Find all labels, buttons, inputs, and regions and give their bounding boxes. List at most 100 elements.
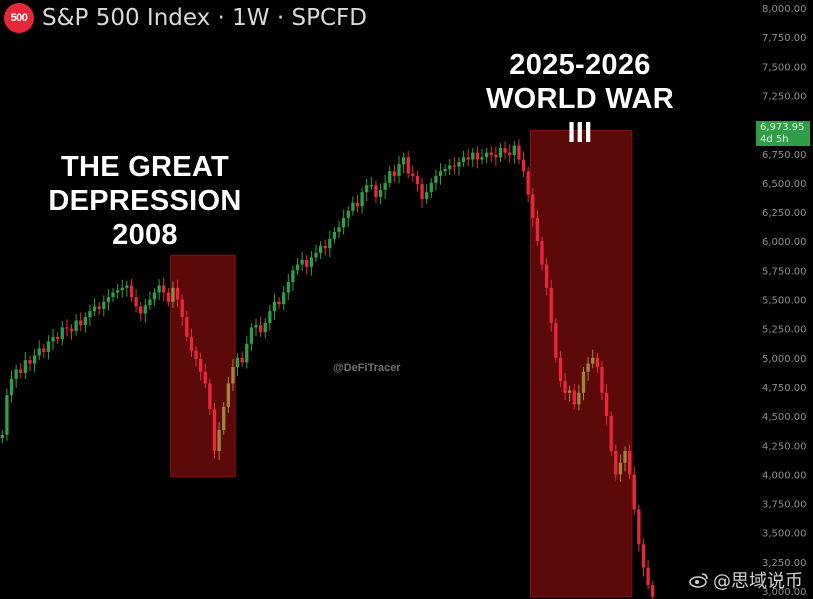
candle <box>351 196 355 216</box>
candle <box>415 171 420 192</box>
candle-body <box>328 238 332 249</box>
candle-body <box>102 301 106 309</box>
candle <box>563 372 567 401</box>
candle <box>148 291 152 310</box>
candle-body <box>323 245 327 249</box>
candle <box>51 328 55 351</box>
candle-body <box>60 327 64 340</box>
candle-body <box>521 159 526 172</box>
y-tick-label: 6,500.00 <box>762 179 807 190</box>
candle <box>494 146 498 167</box>
candle-body <box>231 367 235 384</box>
y-tick-label: 5,000.00 <box>762 354 807 365</box>
y-tick-label: 7,750.00 <box>762 33 807 44</box>
candle <box>203 363 207 389</box>
y-tick-label: 7,500.00 <box>762 62 807 73</box>
candle-body <box>480 157 484 160</box>
candle-body <box>581 371 586 393</box>
candles <box>0 139 655 599</box>
candle <box>489 146 493 163</box>
candle-body <box>388 171 392 183</box>
candle-body <box>92 306 97 312</box>
candle <box>240 351 244 368</box>
watermark: @DeFiTracer <box>333 362 401 374</box>
candle <box>55 332 60 344</box>
candle-body <box>111 292 115 298</box>
highlight-zones <box>170 129 633 598</box>
candle-body <box>185 316 189 337</box>
candle-body <box>429 182 433 193</box>
last-price-value: 6,973.95 <box>760 122 805 133</box>
candle-body <box>9 378 14 396</box>
y-tick-label: 7,250.00 <box>762 91 807 102</box>
candle <box>291 265 295 291</box>
candle <box>438 163 443 185</box>
candle <box>646 559 650 590</box>
candle <box>604 384 609 425</box>
candle <box>618 454 623 482</box>
candle-body <box>0 434 4 439</box>
candle-body <box>489 152 493 155</box>
candle-body <box>152 292 157 300</box>
candle-body <box>166 292 171 302</box>
candle-body <box>535 217 540 242</box>
candle-body <box>69 328 74 331</box>
candle <box>425 184 429 204</box>
y-axis: 3,000.00 3,250.00 3,500.00 3,750.00 4,000.00… <box>762 4 807 598</box>
candle-body <box>475 152 480 160</box>
candle-body <box>369 185 373 187</box>
candle-body <box>627 451 632 475</box>
candle-body <box>88 311 92 317</box>
candle-body <box>448 165 452 169</box>
candle <box>9 370 14 403</box>
candle-body <box>392 171 397 176</box>
candle-body <box>198 358 203 372</box>
candle <box>392 164 397 182</box>
candle <box>591 349 595 369</box>
candle-body <box>194 350 198 359</box>
candle <box>42 343 46 359</box>
candle-body <box>171 287 175 302</box>
candle <box>420 177 424 209</box>
candle-body <box>600 367 604 393</box>
candle <box>314 244 318 263</box>
candle <box>475 146 480 169</box>
candle <box>577 384 581 411</box>
candle <box>212 402 217 459</box>
candle-body <box>120 287 124 291</box>
candle <box>97 301 101 315</box>
candle-body <box>471 152 475 160</box>
candle <box>323 239 327 256</box>
annotation-depression-line3: 2008 <box>112 219 178 251</box>
candle-body <box>595 357 600 368</box>
candle-body <box>604 392 609 417</box>
candle-body <box>83 316 87 326</box>
chart-header: 500 S&P 500 Index · 1W · SPCFD <box>4 3 367 33</box>
candle-body <box>646 567 650 586</box>
candle <box>512 140 516 164</box>
candle-body <box>425 192 429 200</box>
weibo-handle: @思域说币 <box>713 571 803 592</box>
candle-body <box>351 202 355 211</box>
candle <box>282 286 286 311</box>
candle-body <box>332 231 337 239</box>
candle <box>526 166 530 203</box>
candle-body <box>558 357 563 382</box>
candle <box>328 230 332 258</box>
y-tick-label: 3,000.00 <box>762 587 807 598</box>
chart-title[interactable]: S&P 500 Index · 1W · SPCFD <box>42 5 367 31</box>
candle <box>434 169 438 191</box>
candle-body <box>438 171 443 176</box>
candle <box>401 152 406 174</box>
highlight-great_depression_2008 <box>170 254 236 478</box>
candle <box>28 355 32 372</box>
candle-body <box>318 245 323 253</box>
candle <box>263 318 267 339</box>
candle <box>521 151 526 178</box>
candle <box>484 147 489 164</box>
weibo-logo-icon <box>689 573 708 588</box>
candle-body <box>526 171 530 195</box>
highlight-world_war_iii_2025_2026 <box>529 129 633 598</box>
candle <box>23 351 28 380</box>
candle <box>581 367 586 401</box>
